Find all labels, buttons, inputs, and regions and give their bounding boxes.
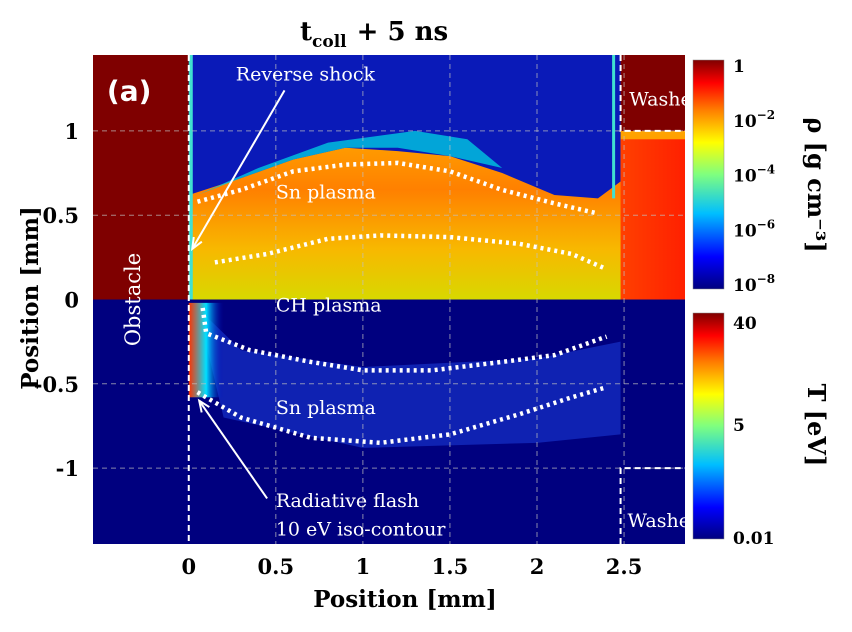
panel-label: (a) — [107, 75, 152, 108]
y-tick-label: -1 — [56, 456, 79, 481]
density-rim — [197, 130, 503, 195]
x-tick-label: 2.5 — [606, 554, 643, 579]
y-tick-label: 1 — [64, 119, 79, 144]
washer-bottom-boundary — [619, 467, 685, 544]
obstacle-label: Obstacle — [121, 253, 145, 346]
iso-contour-label: 10 eV iso-contour — [276, 519, 447, 541]
x-tick-label: 0.5 — [258, 554, 295, 579]
y-tick-label: 0 — [64, 288, 79, 313]
radiative-flash-arrow — [198, 400, 268, 500]
density-colorbar-label: ρ [g cm⁻³] — [802, 117, 831, 252]
y-tick-label: -0.5 — [34, 372, 79, 397]
radiative-flash-label: Radiative flash — [276, 490, 419, 512]
density-colorbar-tick: 10−6 — [733, 217, 775, 241]
contour-top-outer — [196, 160, 599, 216]
axes: 0 0.5 1 1.5 2 2.5 1 0.5 0 -0.5 -1 — [34, 119, 643, 579]
density-colorbar-tick: 10−4 — [733, 163, 775, 187]
washer-bottom-label: Washer — [628, 510, 700, 532]
x-tick-label: 2 — [530, 554, 545, 579]
sn-plasma-top-label: Sn plasma — [276, 181, 376, 203]
washer-top-boundary — [619, 55, 685, 132]
annotations-layer: Reverse shock Sn plasma CH plasma Sn plasma… — [107, 55, 702, 544]
reverse-shock-arrow-head — [190, 236, 203, 252]
right-dense-region — [620, 139, 685, 300]
x-axis-label: Position [mm] — [313, 586, 497, 613]
temperature-colorbar-tick: 40 — [733, 314, 757, 334]
y-axis-label: Position [mm] — [17, 206, 44, 390]
radiative-flash-arrow-head — [197, 398, 210, 413]
obstacle-region — [93, 55, 189, 300]
x-tick-label: 1 — [356, 554, 371, 579]
x-tick-label: 0 — [181, 554, 196, 579]
washer-top-label: Washer — [629, 89, 701, 111]
reverse-shock-arrow — [191, 89, 286, 250]
heatmap-plot — [93, 55, 685, 544]
temperature-colorbar-tick: 5 — [733, 416, 745, 436]
temperature-colorbar-tick: 0.01 — [733, 529, 774, 549]
density-colorbar — [692, 59, 725, 290]
colorbar-ticks: 1 10−2 10−4 10−6 10−8 40 5 0.01 — [733, 57, 775, 549]
density-colorbar-tick: 10−2 — [733, 108, 775, 132]
temperature-colorbar-label: T [eV] — [802, 384, 831, 467]
washer-top-region — [620, 55, 685, 131]
y-tick-label: 0.5 — [42, 203, 79, 228]
density-colorbar-tick: 10−8 — [733, 272, 775, 296]
reverse-shock-label: Reverse shock — [236, 63, 376, 85]
radiative-flash-region — [188, 302, 224, 398]
chart-title: tcoll + 5 ns — [300, 17, 448, 52]
ch-plasma-label: CH plasma — [276, 294, 382, 316]
x-tick-label: 1.5 — [432, 554, 469, 579]
density-colorbar-tick: 1 — [733, 57, 745, 77]
obstacle-edge — [188, 55, 193, 300]
contour-top-inner — [214, 233, 608, 272]
sn-plasma-bottom-label: Sn plasma — [276, 397, 376, 419]
temperature-colorbar — [692, 312, 725, 540]
temperature-warm-region — [197, 307, 621, 448]
